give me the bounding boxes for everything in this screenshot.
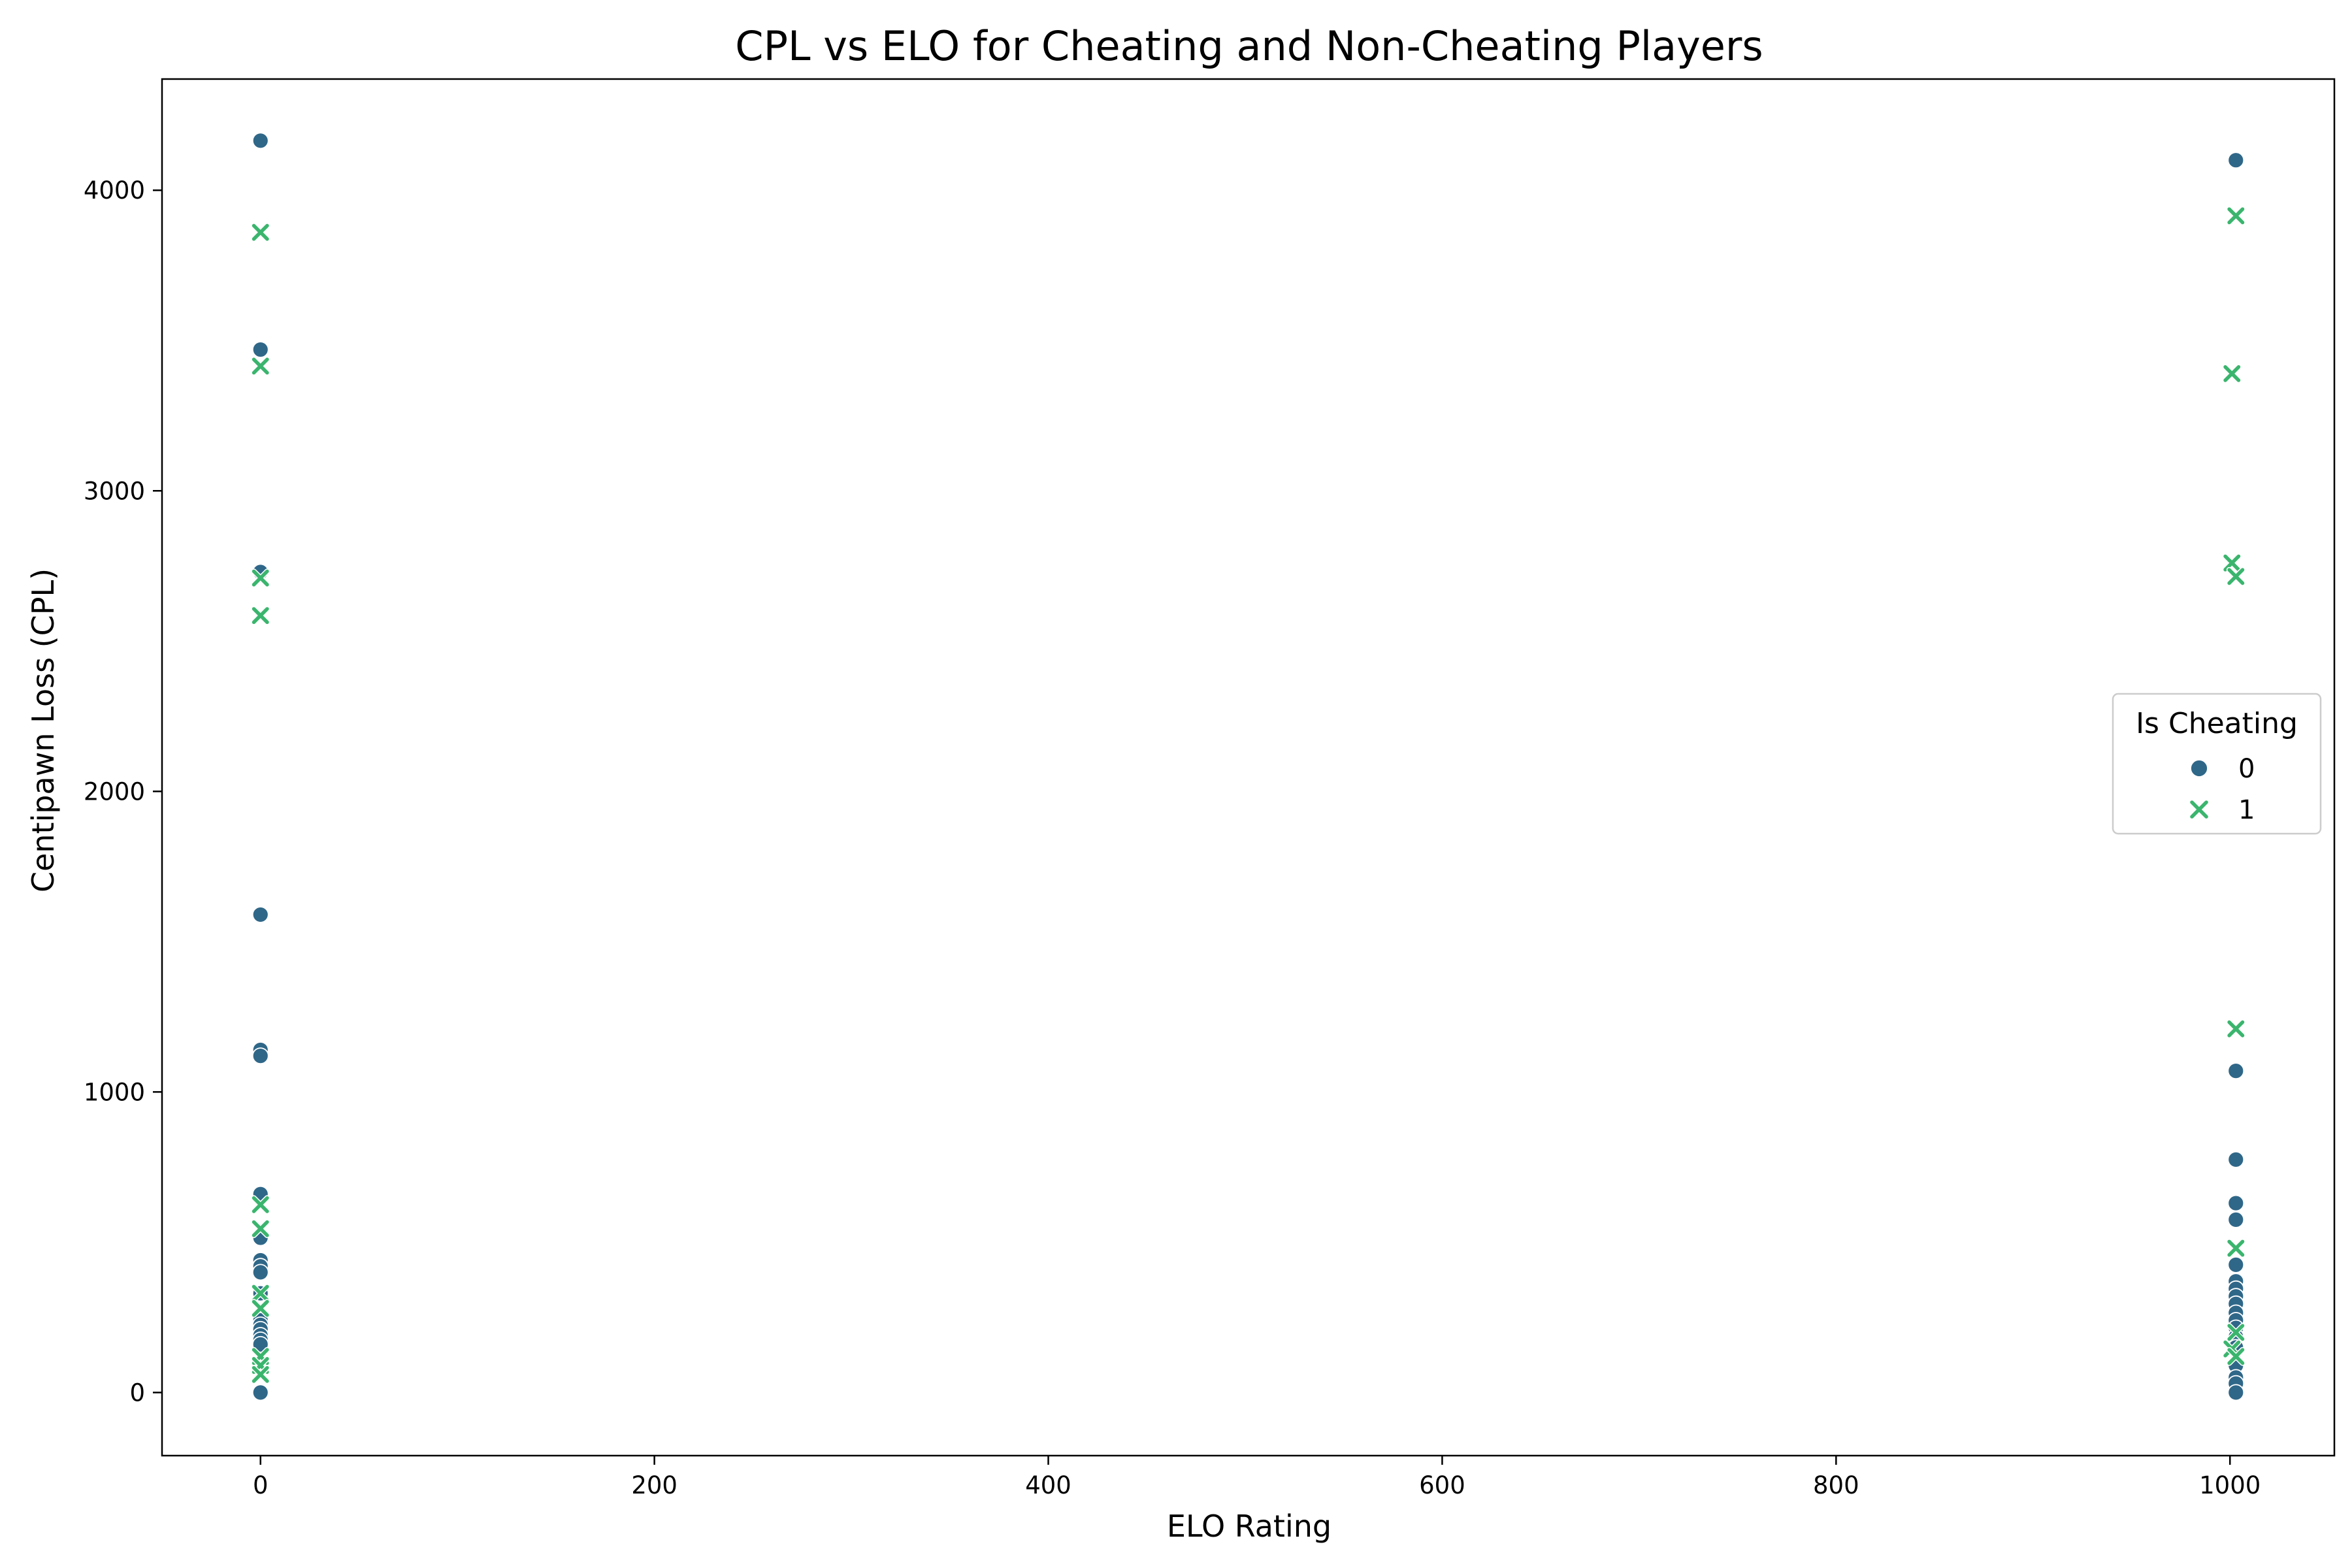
data-point-x-stroke: [252, 1220, 269, 1237]
data-points: [251, 132, 2246, 1401]
data-point-x-stroke: [252, 1284, 269, 1302]
data-point-x-stroke: [252, 357, 269, 375]
data-point-x-stroke: [2227, 1324, 2245, 1341]
x-tick-label: 1000: [2199, 1471, 2261, 1499]
data-point-x: [251, 568, 270, 588]
data-point-x-stroke: [252, 223, 269, 241]
x-tick-label: 200: [631, 1471, 678, 1499]
data-point-circle: [252, 1264, 269, 1281]
data-point-x: [251, 1195, 270, 1215]
data-point-x-stroke: [252, 1299, 269, 1317]
legend-x-marker: [2189, 799, 2210, 820]
data-point-x-stroke: [2227, 568, 2245, 585]
y-tick-label: 4000: [84, 176, 145, 204]
plot-frame: [161, 78, 2336, 1457]
data-point-x: [2226, 1347, 2246, 1366]
data-point-x-stroke: [252, 1365, 269, 1383]
legend-box: [2112, 693, 2322, 835]
data-point-x-stroke: [252, 1196, 269, 1213]
legend: Is Cheating 01: [2112, 693, 2322, 835]
data-point-circle: [2227, 152, 2245, 169]
data-point-x-stroke: [2223, 365, 2241, 382]
legend-x-marker-stroke: [2190, 800, 2208, 819]
data-point-x: [251, 356, 270, 376]
legend-label: 0: [2238, 754, 2255, 784]
data-point-circle: [2227, 1384, 2245, 1401]
data-point-circle: [2227, 1211, 2245, 1228]
data-point-x-stroke: [2227, 1348, 2245, 1365]
legend-label: 1: [2238, 795, 2255, 825]
x-tick-label: 400: [1025, 1471, 1071, 1499]
data-point-x: [251, 1284, 270, 1303]
data-point-x: [251, 606, 270, 625]
data-point-x: [251, 1299, 270, 1318]
data-point-x-stroke: [252, 569, 269, 587]
data-point-circle: [252, 1047, 269, 1065]
data-point-circle: [252, 1384, 269, 1401]
data-point-x: [2226, 1322, 2246, 1342]
data-point-x: [2226, 206, 2246, 225]
data-point-x: [251, 1365, 270, 1384]
data-point-x-stroke: [252, 607, 269, 625]
y-tick-label: 3000: [84, 477, 145, 505]
data-point-x: [2222, 364, 2242, 384]
data-point-circle: [252, 132, 269, 150]
data-point-circle: [252, 906, 269, 923]
x-tick-label: 800: [1813, 1471, 1859, 1499]
data-point-x: [2226, 1239, 2246, 1258]
data-point-x-stroke: [2223, 554, 2241, 572]
legend-title: Is Cheating: [2136, 707, 2298, 740]
y-tick-label: 2000: [84, 777, 145, 806]
data-point-circle: [2227, 1194, 2245, 1212]
data-point-x: [251, 1219, 270, 1239]
x-axis-label: ELO Rating: [1167, 1509, 1331, 1544]
data-point-x: [251, 223, 270, 242]
x-tick-label: 0: [253, 1471, 269, 1499]
data-point-x: [2222, 553, 2242, 573]
chart-title: CPL vs ELO for Cheating and Non-Cheating…: [735, 22, 1763, 70]
data-point-x-stroke: [2227, 207, 2245, 225]
data-point-circle: [252, 341, 269, 358]
axis-ticks: 0 200 400 600 800 1000 0 1000 2000 3000 4000: [84, 176, 2261, 1499]
data-point-circle: [2227, 1151, 2245, 1168]
legend-entries: 01: [2189, 754, 2255, 825]
data-point-circle: [2227, 1256, 2245, 1273]
data-point-x: [2226, 1019, 2246, 1039]
y-tick-label: 1000: [84, 1078, 145, 1106]
x-tick-label: 600: [1419, 1471, 1465, 1499]
data-point-x-stroke: [2227, 1239, 2245, 1257]
data-point-circle: [252, 1335, 269, 1353]
y-axis-label: Centipawn Loss (CPL): [25, 568, 61, 892]
data-point-x: [2226, 566, 2246, 586]
data-point-x-stroke: [2227, 1020, 2245, 1037]
y-tick-label: 0: [129, 1379, 145, 1407]
data-point-circle: [2227, 1062, 2245, 1080]
legend-circle-marker: [2190, 759, 2208, 777]
